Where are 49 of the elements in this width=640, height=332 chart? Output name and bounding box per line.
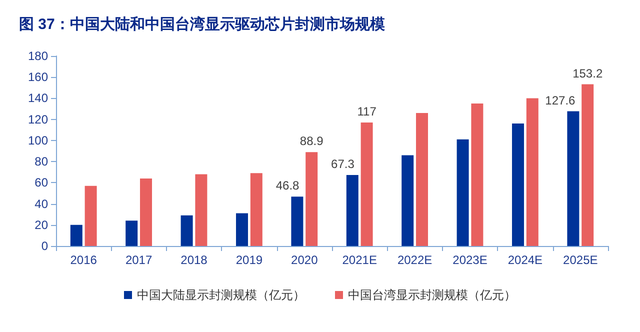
x-tick-label: 2021E	[342, 253, 377, 267]
data-label: 46.8	[276, 178, 300, 193]
bar	[250, 173, 262, 246]
bar	[346, 174, 358, 246]
bar	[416, 113, 428, 246]
bar	[306, 152, 318, 246]
data-label: 117	[357, 104, 377, 118]
y-tick-label: 80	[34, 154, 48, 169]
x-tick-label: 2022E	[397, 253, 432, 267]
y-tick-label: 120	[28, 112, 48, 126]
legend-label: 中国大陆显示封测规模（亿元）	[137, 288, 305, 302]
bar	[236, 213, 248, 246]
bar	[582, 84, 594, 246]
x-tick-label: 2018	[180, 253, 208, 267]
y-tick-label: 20	[34, 218, 48, 232]
data-label: 127.6	[545, 93, 576, 108]
bar	[140, 178, 152, 246]
y-tick-label: 0	[41, 239, 48, 253]
x-tick-label: 2024E	[508, 253, 543, 267]
legend-label: 中国台湾显示封测规模（亿元）	[348, 288, 516, 302]
bar	[402, 155, 414, 246]
data-label: 88.9	[300, 134, 324, 148]
bar	[291, 196, 304, 246]
x-tick-label: 2023E	[452, 253, 488, 267]
bar	[126, 220, 138, 246]
y-tick-label: 140	[28, 91, 48, 106]
bar	[84, 186, 97, 246]
bar	[567, 111, 580, 246]
x-tick-label: 2017	[125, 253, 152, 267]
x-tick-label: 2019	[236, 253, 263, 267]
y-tick-label: 40	[34, 196, 48, 211]
y-tick-label: 100	[28, 133, 48, 148]
x-tick-label: 2025E	[563, 253, 598, 267]
bar	[526, 98, 538, 246]
x-tick-label: 2016	[70, 253, 98, 267]
data-label: 153.2	[572, 66, 603, 80]
bar	[471, 104, 484, 246]
y-tick-label: 160	[28, 70, 48, 84]
data-label: 67.3	[331, 156, 355, 171]
chart-title: 图 37：中国大陆和中国台湾显示驱动芯片封测市场规模	[19, 15, 386, 33]
bar	[456, 139, 469, 246]
y-tick-label: 60	[34, 176, 48, 190]
y-tick-label: 180	[28, 49, 48, 63]
bar	[512, 124, 524, 246]
x-tick-label: 2020	[291, 253, 318, 267]
bar	[195, 174, 208, 246]
bar	[180, 215, 193, 246]
bar	[70, 224, 82, 246]
bar	[360, 122, 373, 246]
